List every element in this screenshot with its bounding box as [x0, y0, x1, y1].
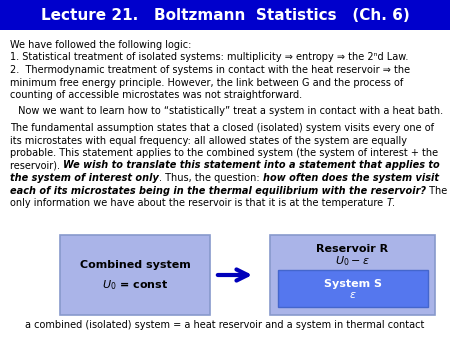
Text: 1. Statistical treatment of isolated systems: multiplicity ⇒ entropy ⇒ the 2ⁿd L: 1. Statistical treatment of isolated sys…	[10, 52, 409, 63]
Text: . Thus, the question:: . Thus, the question:	[159, 173, 263, 183]
Bar	[278, 270, 428, 307]
Text: probable. This statement applies to the combined system (the system of interest : probable. This statement applies to the …	[10, 148, 438, 158]
Text: counting of accessible microstates was not straightforward.: counting of accessible microstates was n…	[10, 90, 302, 100]
Text: its microstates with equal frequency: all allowed states of the system are equal: its microstates with equal frequency: al…	[10, 136, 407, 145]
Text: minimum free energy principle. However, the link between G and the process of: minimum free energy principle. However, …	[10, 77, 403, 88]
Text: only information we have about the reservoir is that it is at the temperature: only information we have about the reser…	[10, 198, 386, 208]
Bar	[270, 235, 435, 315]
Text: Reservoir R: Reservoir R	[316, 244, 388, 254]
Text: We have followed the following logic:: We have followed the following logic:	[10, 40, 191, 50]
Bar	[60, 235, 210, 315]
Text: Lecture 21.   Boltzmann  Statistics   (Ch. 6): Lecture 21. Boltzmann Statistics (Ch. 6)	[40, 7, 410, 23]
Text: $U_0$ = const: $U_0$ = const	[102, 278, 168, 291]
Text: The: The	[426, 186, 447, 195]
Text: reservoir).: reservoir).	[10, 161, 63, 170]
Text: We wish to translate this statement into a statement that applies to: We wish to translate this statement into…	[63, 161, 440, 170]
Text: T: T	[386, 198, 392, 208]
Text: $\varepsilon$: $\varepsilon$	[349, 290, 357, 300]
Text: how often does the system visit: how often does the system visit	[263, 173, 439, 183]
Text: .: .	[392, 198, 395, 208]
Text: Combined system: Combined system	[80, 260, 190, 270]
Text: Now we want to learn how to “statistically” treat a system in contact with a hea: Now we want to learn how to “statistical…	[15, 106, 443, 117]
Text: The fundamental assumption states that a closed (isolated) system visits every o: The fundamental assumption states that a…	[10, 123, 434, 133]
Text: a combined (isolated) system = a heat reservoir and a system in thermal contact: a combined (isolated) system = a heat re…	[25, 320, 425, 330]
Text: System S: System S	[324, 279, 382, 289]
Text: $U_0 - \varepsilon$: $U_0 - \varepsilon$	[335, 254, 370, 268]
Text: the system of interest only: the system of interest only	[10, 173, 159, 183]
Text: each of its microstates being in the thermal equilibrium with the reservoir?: each of its microstates being in the the…	[10, 186, 426, 195]
Bar	[0, 0, 450, 30]
Text: 2.  Thermodynamic treatment of systems in contact with the heat reservoir ⇒ the: 2. Thermodynamic treatment of systems in…	[10, 65, 410, 75]
